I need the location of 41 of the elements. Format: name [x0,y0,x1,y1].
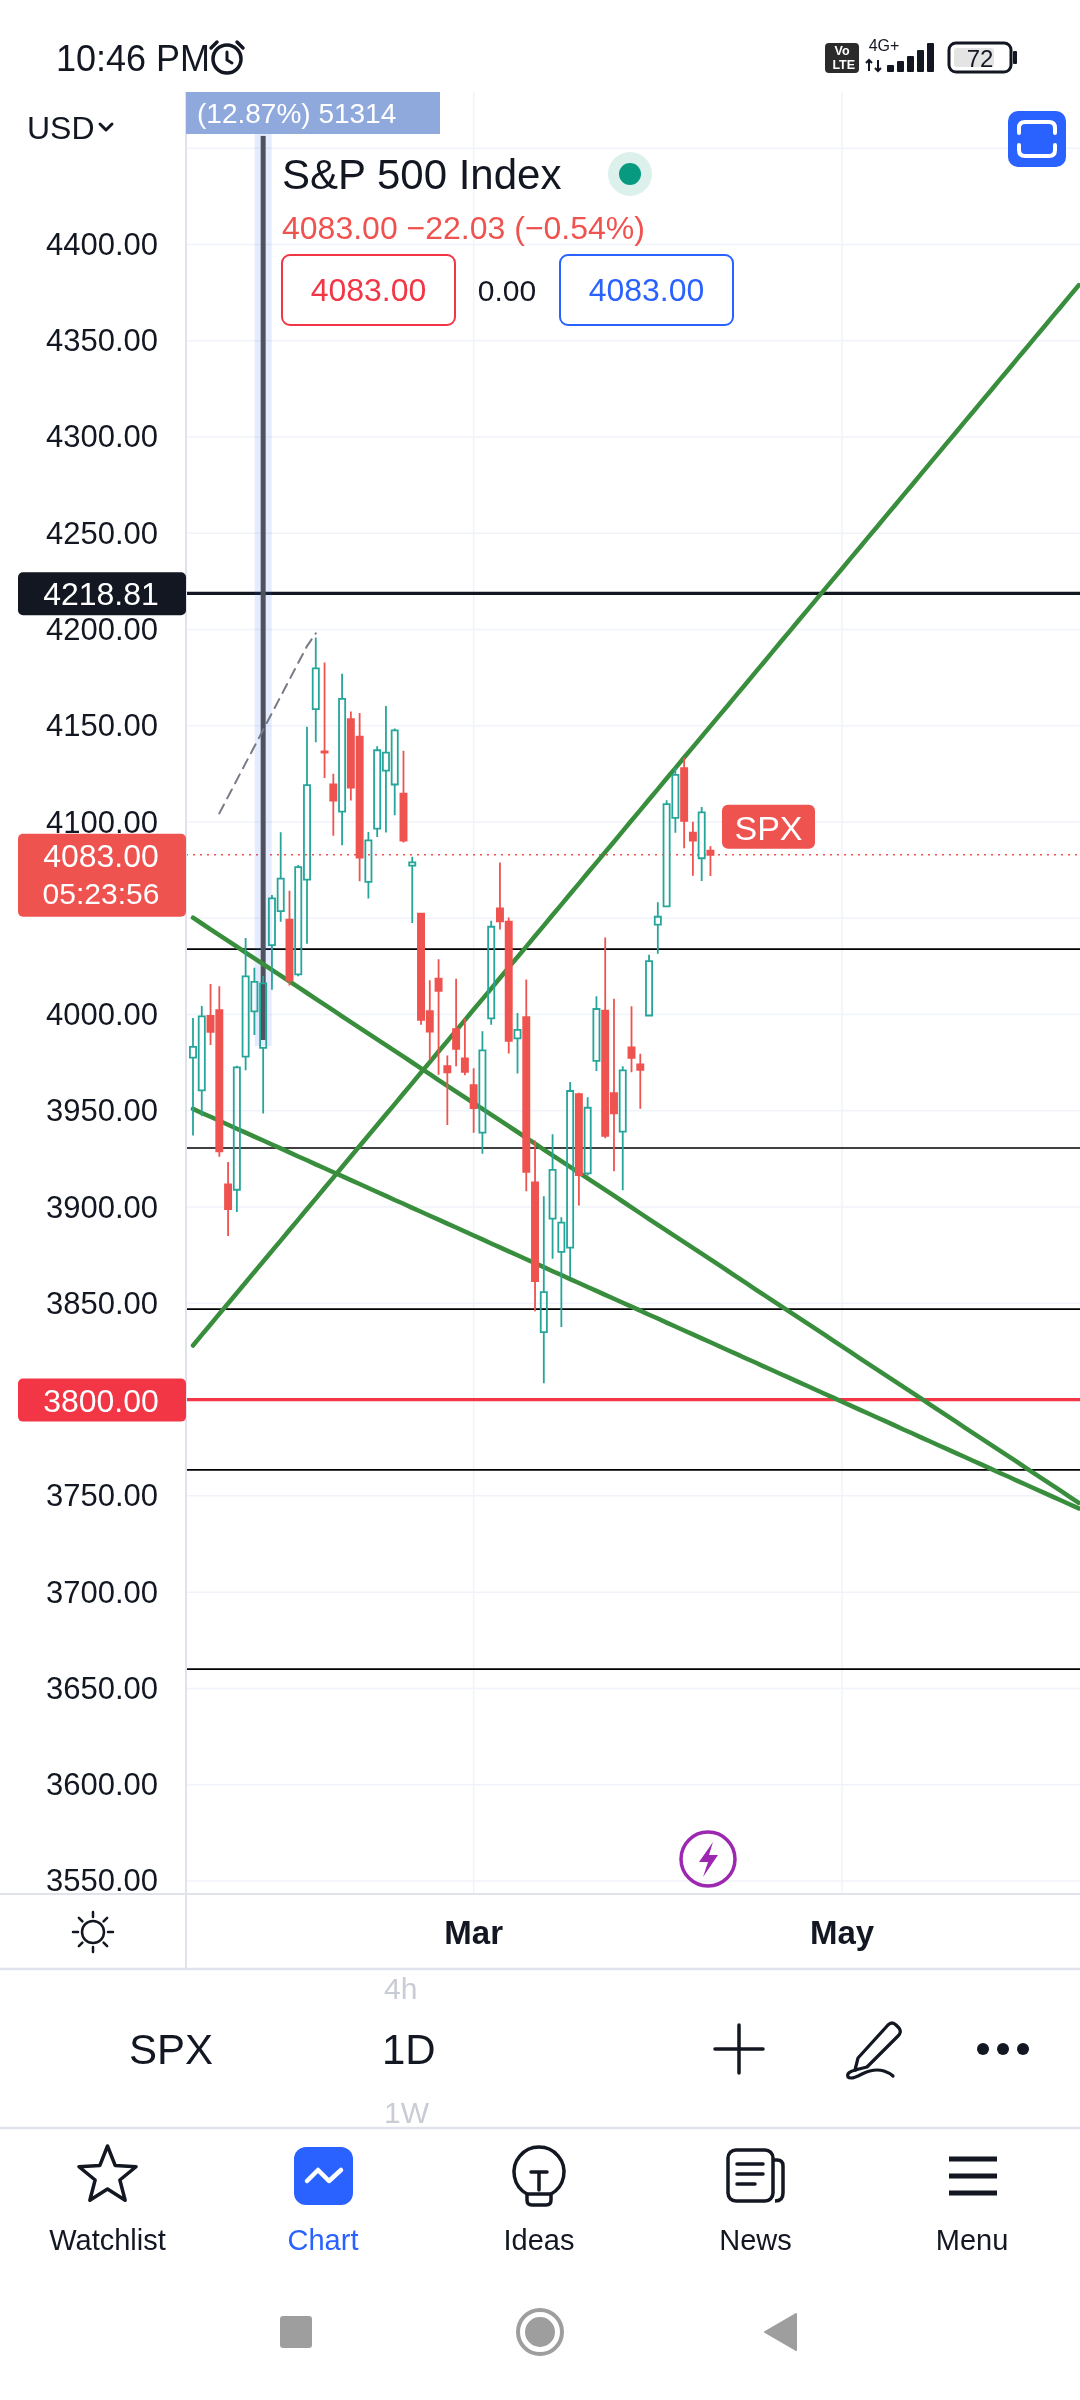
y-tick-label: 4000.00 [45,997,158,1033]
text: Menu [935,2224,1009,2256]
annotation: SPX [734,808,803,847]
y-tick-label: 3850.00 [45,1285,158,1321]
y-tick-label: 3750.00 [45,1478,158,1514]
annotation: 4083.00 [310,272,427,308]
x-tick-label: May [809,1913,875,1951]
text: S&P 500 Index [282,150,562,198]
y-tick-label: 4350.00 [45,323,158,359]
y-tick-label: 4100.00 [45,804,158,840]
y-tick-label: 4400.00 [45,226,158,262]
ref-line-label: 3800.00 [43,1382,159,1419]
y-tick-label: 3650.00 [45,1670,158,1706]
volte-badge: Vo LTE [825,43,859,73]
text: 1D [382,2025,436,2073]
text: 05:23:56 [42,876,160,910]
x-tick-label: Mar [444,1913,504,1951]
ref-line-label: 4083.00 [43,837,159,874]
y-tick-label: 3550.00 [45,1863,158,1899]
annotation: 4083.00 [588,272,705,308]
text: News [719,2224,792,2256]
y-tick-label: 3950.00 [45,1093,158,1129]
y-tick-label: 4150.00 [45,708,158,744]
y-tick-label: 3600.00 [45,1767,158,1803]
y-tick-label: 4300.00 [45,419,158,455]
annotation: 0.00 [477,273,537,307]
text: SPX [129,2025,214,2073]
text: 4083.00 −22.03 (−0.54%) [282,210,645,246]
annotation: (12.87%) 51314 [197,97,397,129]
ref-line-label: 4218.81 [43,576,159,613]
y-tick-label: 3700.00 [45,1574,158,1610]
y-tick-label: 4200.00 [45,612,158,648]
text: Chart [287,2224,359,2256]
y-tick-label: 3900.00 [45,1189,158,1225]
y-tick-label: 4250.00 [45,515,158,551]
text: Ideas [503,2224,575,2256]
text: Watchlist [49,2224,166,2256]
text: 4G+ [868,36,900,54]
text: 10:46 PM [56,37,211,79]
text: USD [27,110,95,146]
text: 72 [966,44,994,72]
